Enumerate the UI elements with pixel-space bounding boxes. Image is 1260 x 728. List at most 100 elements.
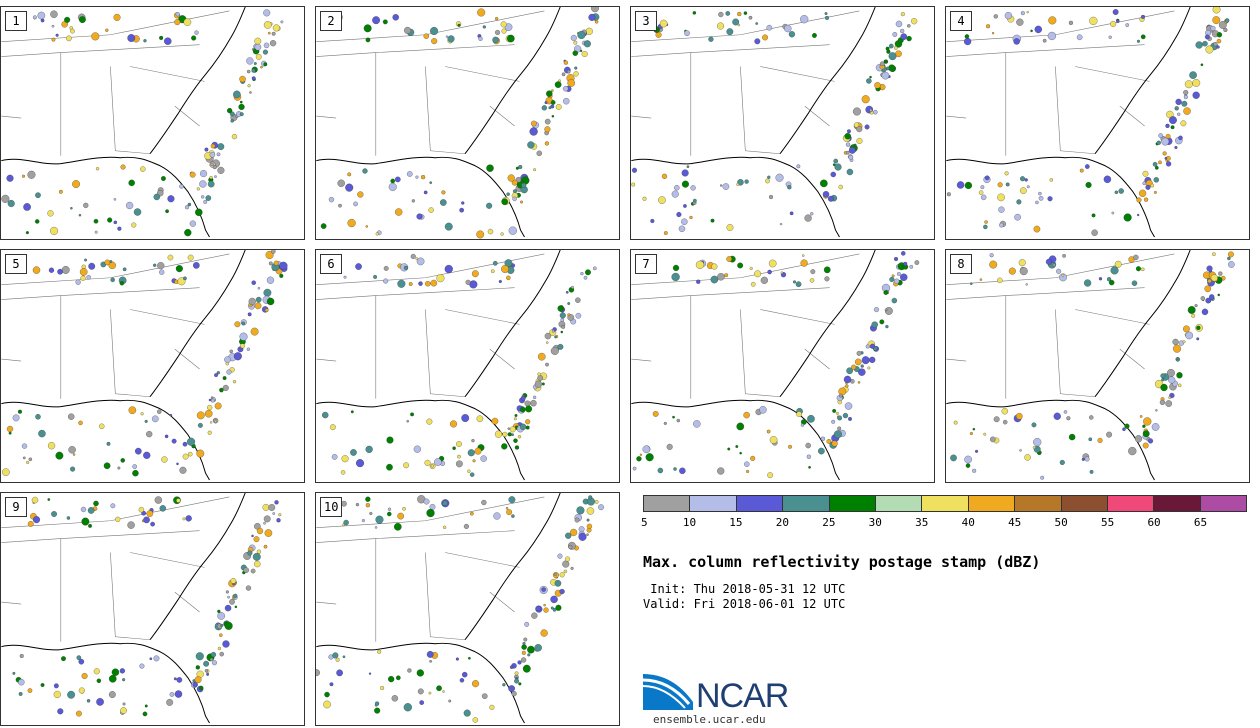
- reflectivity-cell: [563, 60, 568, 65]
- reflectivity-cell: [570, 34, 577, 41]
- reflectivity-cell: [834, 163, 842, 171]
- reflectivity-cell: [678, 225, 686, 233]
- reflectivity-cell: [174, 19, 181, 26]
- reflectivity-cell: [553, 572, 557, 576]
- reflectivity-cell: [209, 175, 213, 180]
- reflectivity-cell: [229, 349, 233, 354]
- reflectivity-cell: [386, 436, 394, 444]
- reflectivity-cell: [365, 37, 371, 43]
- coastline: [316, 493, 561, 724]
- reflectivity-cell: [84, 258, 88, 262]
- state-border: [631, 44, 830, 57]
- reflectivity-cell: [224, 621, 233, 630]
- state-border: [110, 66, 151, 155]
- reflectivity-cell: [557, 343, 564, 350]
- state-border: [946, 115, 967, 119]
- reflectivity-cell: [554, 81, 562, 88]
- reflectivity-cell: [87, 507, 95, 514]
- reflectivity-cell: [50, 226, 59, 235]
- reflectivity-cell: [169, 413, 173, 417]
- reflectivity-cell: [500, 21, 507, 28]
- reflectivity-cell: [457, 23, 461, 27]
- reflectivity-cell: [1172, 338, 1179, 346]
- reflectivity-cell: [524, 400, 531, 407]
- reflectivity-cell: [434, 458, 442, 466]
- reflectivity-cell: [455, 657, 459, 661]
- reflectivity-cell: [2, 468, 10, 477]
- reflectivity-cell: [1025, 283, 1028, 286]
- reflectivity-cell: [263, 288, 272, 297]
- reflectivity-cell: [150, 521, 155, 527]
- reflectivity-map: [1, 250, 288, 481]
- reflectivity-cell: [1142, 442, 1149, 449]
- reflectivity-cell: [837, 415, 843, 421]
- reflectivity-cell: [567, 302, 571, 305]
- reflectivity-cell: [355, 502, 360, 507]
- reflectivity-map: [316, 7, 600, 239]
- state-border: [489, 591, 515, 613]
- reflectivity-cell: [574, 66, 578, 70]
- reflectivity-cell: [1183, 94, 1188, 100]
- reflectivity-cell: [534, 380, 543, 388]
- reflectivity-cell: [1206, 265, 1213, 272]
- reflectivity-cell: [21, 443, 28, 449]
- reflectivity-cell: [256, 549, 262, 554]
- reflectivity-cell: [1033, 225, 1041, 233]
- reflectivity-cell: [676, 211, 682, 218]
- reflectivity-cell: [383, 278, 389, 284]
- reflectivity-cell: [66, 35, 72, 42]
- reflectivity-cell: [222, 376, 227, 381]
- reflectivity-cell: [146, 510, 154, 517]
- reflectivity-cell: [189, 171, 196, 178]
- reflectivity-cell: [269, 40, 277, 47]
- colorbar-tick-labels: 5 10 15 20 25 30 35 40 45 50 55 60 65: [641, 516, 1247, 530]
- reflectivity-cell: [550, 595, 558, 604]
- reflectivity-cell: [477, 8, 486, 17]
- reflectivity-cell: [263, 62, 268, 67]
- reflectivity-cell: [457, 454, 461, 459]
- reflectivity-cell: [254, 43, 262, 51]
- reflectivity-cell: [1169, 116, 1177, 125]
- reflectivity-cell: [125, 201, 134, 210]
- reflectivity-cell: [262, 49, 268, 55]
- reflectivity-cell: [946, 192, 951, 197]
- reflectivity-cell: [343, 275, 347, 279]
- reflectivity-cell: [91, 32, 100, 41]
- reflectivity-cell: [1110, 266, 1119, 275]
- reflectivity-cell: [550, 346, 559, 355]
- ensemble-member-panel: 4: [945, 6, 1250, 240]
- reflectivity-cell: [1049, 178, 1054, 182]
- reflectivity-cell: [22, 456, 26, 460]
- reflectivity-cell: [519, 406, 526, 413]
- reflectivity-cell: [204, 669, 208, 673]
- reflectivity-cell: [357, 191, 364, 198]
- reflectivity-cell: [570, 566, 574, 570]
- reflectivity-cell: [67, 690, 76, 699]
- colorbar-tick-label: 60: [1147, 516, 1161, 529]
- reflectivity-cell: [204, 147, 209, 152]
- reflectivity-cell: [64, 16, 71, 23]
- reflectivity-cell: [1056, 268, 1062, 274]
- reflectivity-cell: [726, 256, 732, 262]
- state-border: [1, 358, 22, 362]
- reflectivity-cell: [436, 274, 445, 283]
- reflectivity-cell: [423, 498, 430, 505]
- reflectivity-cell: [857, 381, 861, 384]
- reflectivity-cell: [225, 590, 229, 594]
- reflectivity-cell: [365, 445, 373, 454]
- reflectivity-cell: [583, 40, 591, 48]
- reflectivity-cell: [233, 593, 238, 598]
- reflectivity-cell: [1139, 415, 1143, 418]
- reflectivity-cell: [810, 212, 814, 216]
- reflectivity-cell: [844, 402, 853, 410]
- reflectivity-cell: [832, 163, 836, 167]
- reflectivity-cell: [1145, 184, 1151, 190]
- reflectivity-cell: [1160, 383, 1168, 392]
- reflectivity-cell: [780, 271, 784, 274]
- reflectivity-cell: [217, 166, 225, 174]
- reflectivity-cell: [482, 25, 486, 29]
- reflectivity-cell: [1038, 191, 1042, 196]
- reflectivity-cell: [214, 175, 217, 178]
- reflectivity-cell: [885, 325, 889, 329]
- reflectivity-cell: [1103, 175, 1112, 184]
